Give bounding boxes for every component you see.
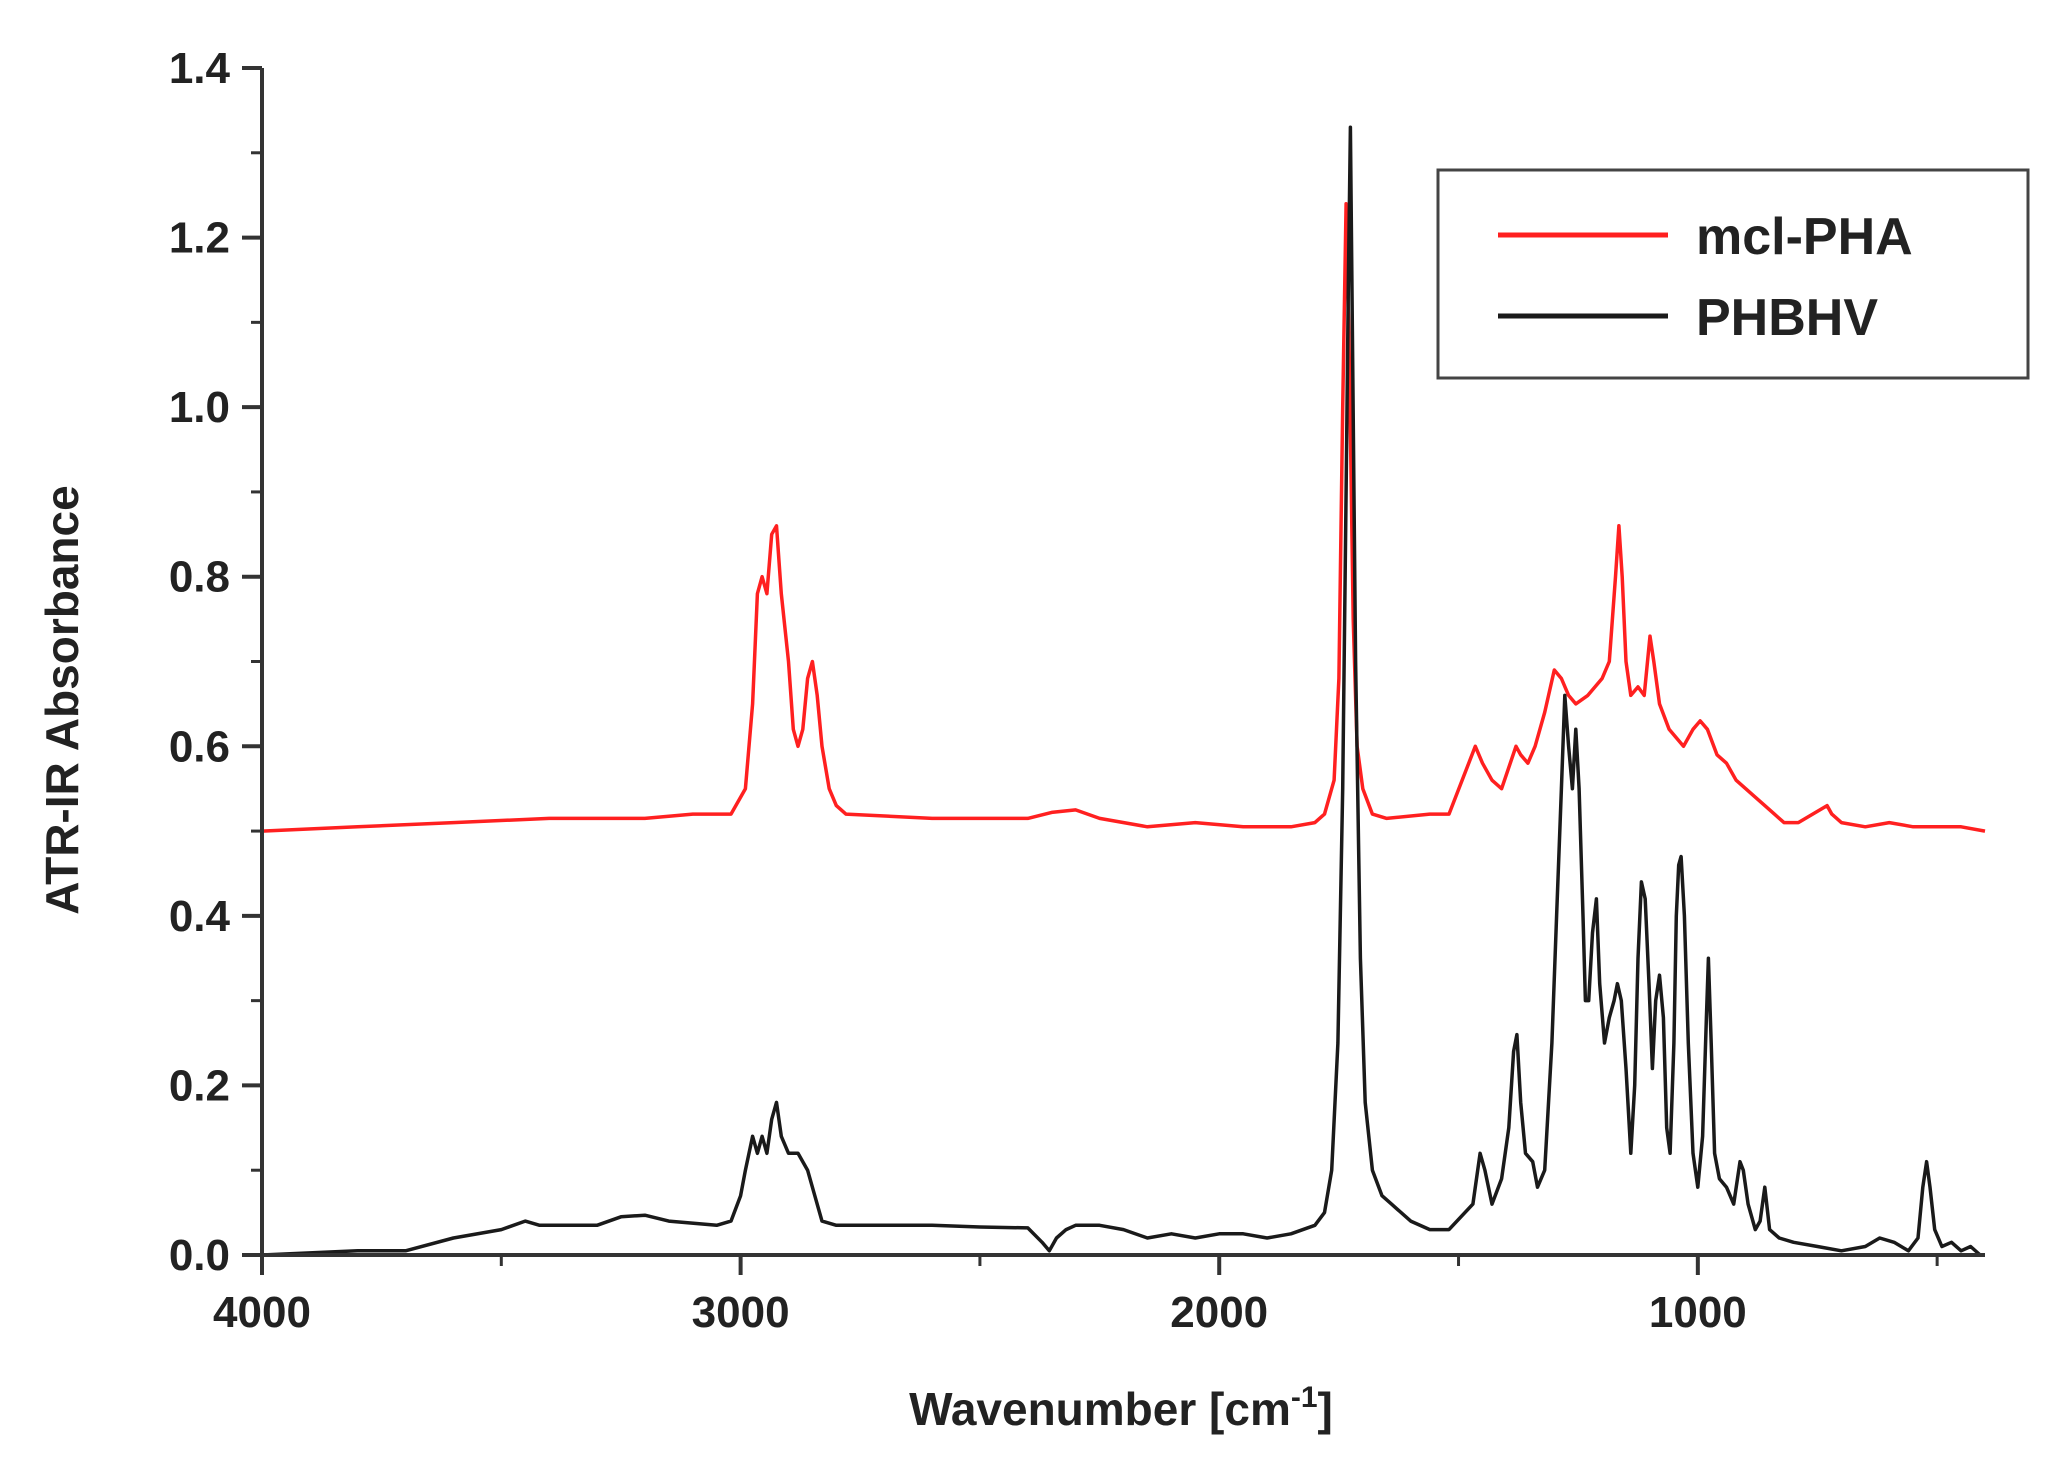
y-tick-label: 0.8 (169, 553, 230, 602)
x-tick-label: 4000 (213, 1288, 311, 1337)
legend-label-mcl-pha: mcl-PHA (1696, 208, 1913, 266)
y-tick-label: 1.0 (169, 383, 230, 432)
x-tick-label: 1000 (1649, 1288, 1747, 1337)
series-line-phbhv (261, 125, 1985, 1257)
legend-label-phbhv: PHBHV (1696, 289, 1878, 347)
legend-box (1436, 168, 2030, 380)
y-tick-label: 1.4 (169, 44, 231, 93)
y-tick-label: 0.0 (169, 1231, 230, 1280)
x-axis-title-main: Wavenumber [cm (909, 1383, 1291, 1435)
axes: 0.0 0.2 0.4 0.6 0.8 1.0 1.2 1.4 4000 3000 2000 100… (169, 44, 1985, 1337)
y-axis-title: ATR-IR Absorbance (36, 485, 88, 914)
x-tick-label: 3000 (692, 1288, 790, 1337)
y-tick-label: 0.2 (169, 1061, 230, 1110)
x-axis-title-superscript: -1 (1291, 1381, 1318, 1414)
series-line-mcl-pha (261, 201, 1986, 833)
x-axis-title-close: ] (1318, 1383, 1333, 1435)
plot-lines (261, 125, 1986, 1257)
x-axis-title: Wavenumber [cm-1] (909, 1381, 1333, 1435)
y-tick-label: 0.6 (169, 722, 230, 771)
y-tick-label: 1.2 (169, 214, 230, 263)
legend: mcl-PHA PHBHV (1436, 168, 2030, 380)
y-tick-label: 0.4 (169, 892, 231, 941)
x-tick-label: 2000 (1170, 1288, 1268, 1337)
x-ticks: 4000 3000 2000 1000 (213, 1255, 1939, 1337)
y-ticks: 0.0 0.2 0.4 0.6 0.8 1.0 1.2 1.4 (169, 44, 262, 1280)
